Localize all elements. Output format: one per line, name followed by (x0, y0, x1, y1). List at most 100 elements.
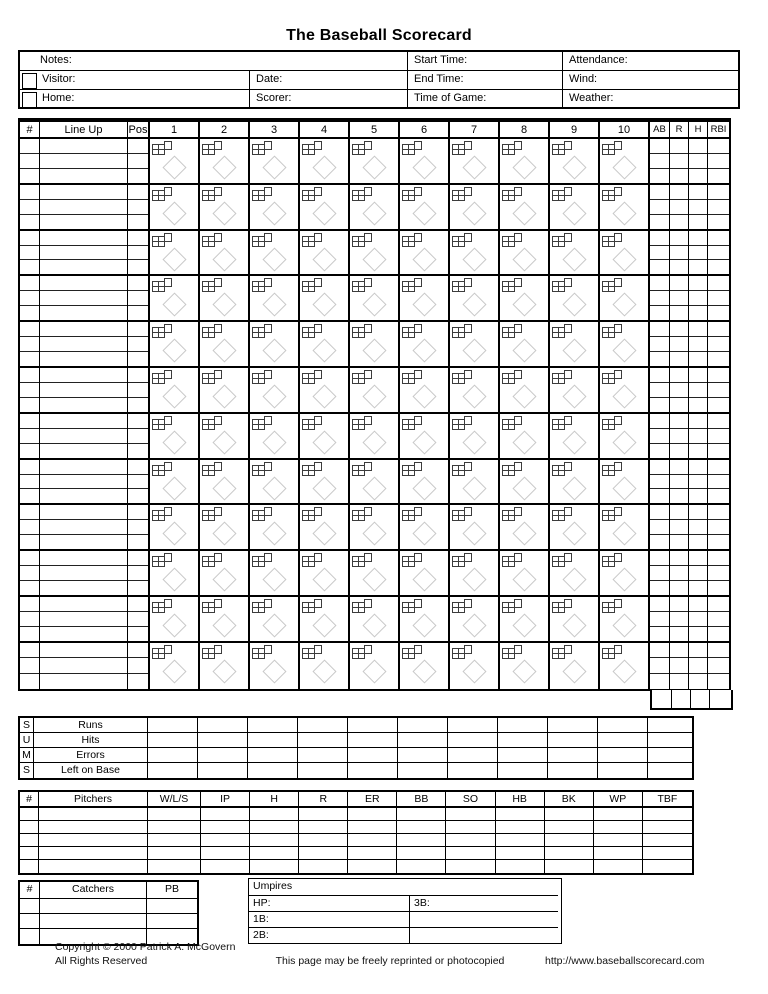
diamond-icon (212, 155, 237, 180)
h-cell (689, 596, 708, 643)
pitch-count-grid-icon (552, 507, 573, 522)
position-cell-line (128, 398, 148, 412)
rbi-cell-line (708, 276, 729, 292)
diamond-icon (612, 659, 637, 684)
h-cell (689, 322, 708, 368)
inning-cell (250, 459, 300, 506)
pitch-box (364, 324, 372, 334)
diamond-icon (312, 292, 337, 317)
pitch-box (614, 186, 622, 196)
pitch-box (208, 240, 215, 247)
pitchers-header-ip: IP (201, 792, 251, 808)
diamond-icon (362, 384, 387, 409)
pitcher-row-cell (642, 821, 692, 834)
pitcher-row-cell (495, 847, 545, 860)
pitch-box (414, 415, 422, 425)
diamond-icon (612, 155, 637, 180)
batter-number-cell-line (20, 643, 39, 659)
h-cell-line (689, 231, 707, 246)
inning-cell (600, 642, 650, 689)
diamond-icon (562, 292, 587, 317)
pitch-count-grid-icon (552, 415, 573, 431)
pitch-box (208, 469, 215, 476)
diamond-icon (212, 201, 237, 226)
inning-cell (150, 596, 200, 643)
diamond-icon (462, 292, 487, 317)
pitch-box (164, 232, 172, 242)
pitch-box (508, 515, 515, 522)
pitch-count-grid-icon (152, 507, 173, 522)
batter-name-cell-line (40, 246, 127, 261)
batter-number-cell-line (20, 444, 39, 458)
inning-cell (350, 276, 400, 323)
ab-cell-line (650, 383, 669, 398)
pitch-box (314, 553, 322, 563)
pitch-count-grid-icon (152, 141, 173, 156)
attendance-field: Attendance: (562, 52, 738, 70)
pitch-box (558, 240, 565, 247)
pitcher-row-cell (20, 808, 39, 821)
pitch-box (308, 652, 315, 659)
pitch-box (458, 469, 465, 476)
pitch-box (264, 369, 272, 379)
ab-cell-line (650, 200, 669, 215)
h-cell-line (689, 612, 707, 627)
pitch-box (614, 232, 622, 242)
batter-name-cell-line (40, 383, 127, 398)
position-header: Pos (128, 122, 150, 139)
diamond-icon (562, 384, 587, 409)
catcher-row-cell (147, 899, 197, 914)
h-cell-line (689, 489, 707, 503)
pitcher-row-cell (20, 860, 39, 873)
batter-name-cell-line (40, 215, 127, 229)
pitch-box (358, 469, 365, 476)
rbi-cell (708, 231, 729, 277)
pitcher-row-cell (250, 808, 300, 821)
r-total-cell (672, 690, 691, 708)
pitch-count-grid-icon (552, 324, 573, 339)
diamond-icon (462, 430, 487, 455)
batter-number-cell-line (20, 460, 39, 475)
pitch-count-grid-icon (202, 415, 223, 431)
inning-cell (400, 230, 450, 277)
pitch-box (208, 561, 215, 568)
pitch-count-grid-icon (502, 461, 523, 477)
diamond-icon (462, 201, 487, 226)
diamond-icon (562, 430, 587, 455)
pitcher-row-cell (397, 834, 447, 847)
pitch-box (264, 141, 272, 150)
diamond-icon (162, 201, 187, 226)
r-cell-line (670, 429, 688, 444)
inning-cell (250, 322, 300, 368)
pitch-box (558, 377, 565, 384)
visitor-checkbox[interactable] (22, 73, 37, 89)
pitch-count-grid-icon (352, 141, 373, 156)
pitch-box (458, 515, 465, 522)
pitch-box (214, 507, 222, 517)
pitch-box (308, 286, 315, 293)
pitcher-row-cell (201, 860, 251, 873)
pitch-count-grid-icon (152, 644, 173, 660)
pitch-count-grid-icon (602, 232, 623, 248)
position-cell-line (128, 246, 148, 261)
ab-cell-line (650, 260, 669, 274)
pitch-box (514, 369, 522, 379)
pitch-box (514, 232, 522, 242)
batter-number-cell (20, 596, 40, 643)
rbi-cell-line (708, 612, 729, 627)
scorer-label: Scorer: (256, 92, 292, 104)
inning-cell (400, 139, 450, 185)
pitch-count-grid-icon (452, 232, 473, 248)
home-checkbox[interactable] (22, 92, 37, 108)
pitch-box (358, 377, 365, 384)
batter-number-cell (20, 551, 40, 597)
rbi-cell-line (708, 169, 729, 183)
diamond-icon (162, 567, 187, 592)
diamond-icon (262, 430, 287, 455)
pitcher-row-cell (299, 821, 349, 834)
pitcher-row-cell (397, 847, 447, 860)
diamond-icon (362, 155, 387, 180)
pitch-box (508, 469, 515, 476)
ab-cell-line (650, 322, 669, 338)
inning-cell (200, 367, 250, 414)
